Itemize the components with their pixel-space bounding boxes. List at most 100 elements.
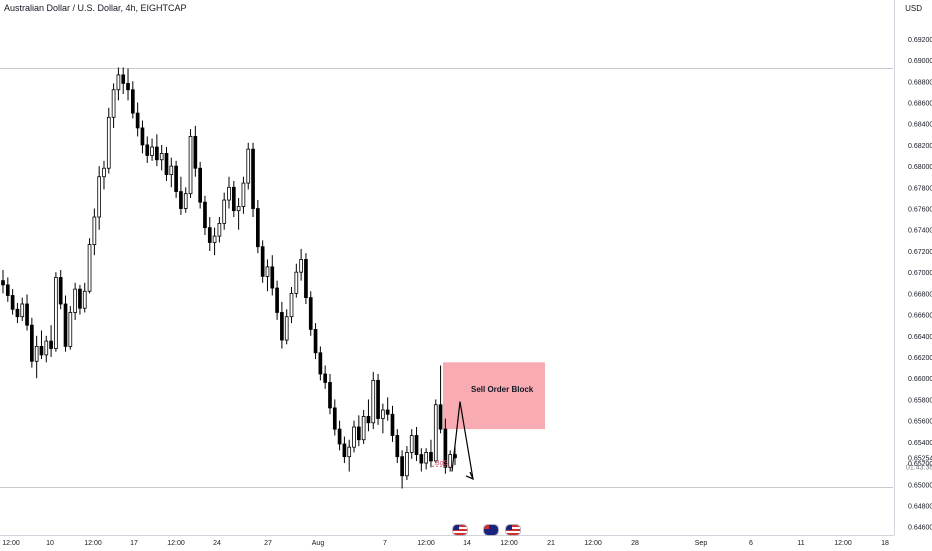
bullish-candle	[371, 379, 376, 424]
bullish-candle	[347, 446, 352, 458]
time-tick-label: 14	[463, 540, 471, 547]
price-tick-label: 0.68800	[908, 79, 932, 86]
bullish-candle	[227, 186, 231, 201]
bullish-candle	[87, 244, 92, 292]
bearish-candle	[328, 382, 332, 409]
bearish-candle	[337, 428, 342, 445]
time-tick-label: 17	[130, 540, 138, 547]
price-tick-label: 0.65200	[908, 461, 932, 468]
price-tick-label: 0.66800	[908, 291, 932, 298]
time-tick-label: 24	[213, 540, 221, 547]
bullish-candle	[68, 312, 73, 347]
bearish-candle	[15, 308, 20, 318]
price-tick-label: 0.66600	[908, 313, 932, 320]
bearish-candle	[49, 340, 53, 349]
bullish-candle	[241, 182, 246, 207]
bullish-candle	[448, 454, 453, 468]
bearish-candle	[376, 379, 380, 419]
price-tick-label: 0.68000	[908, 164, 932, 171]
price-tick-label: 0.68400	[908, 122, 932, 129]
price-tick-label: 0.64600	[908, 525, 932, 532]
bearish-candle	[1, 280, 5, 286]
bullish-candle	[289, 292, 294, 318]
us-flag-icon[interactable]	[452, 524, 468, 536]
bearish-candle	[308, 297, 313, 330]
bearish-candle	[318, 352, 323, 375]
bearish-candle	[313, 329, 318, 354]
bullish-candle	[284, 316, 289, 341]
price-tick-label: 0.69000	[908, 58, 932, 65]
time-tick-label: 21	[547, 540, 555, 547]
bearish-candle	[414, 435, 419, 455]
bearish-candle	[356, 426, 361, 441]
bullish-candle	[265, 266, 270, 277]
price-tick-label: 0.68200	[908, 143, 932, 150]
bearish-candle	[198, 167, 202, 203]
time-tick-label: 12:00	[834, 540, 852, 547]
bearish-candle	[135, 112, 140, 129]
arrow-head	[465, 471, 475, 481]
bullish-candle	[82, 290, 87, 309]
time-tick-label: 12:00	[167, 540, 185, 547]
time-tick-label: 18	[881, 540, 889, 547]
time-tick-label: 12:00	[2, 540, 20, 547]
bearish-candle	[366, 416, 371, 424]
price-axis[interactable]	[894, 0, 932, 535]
bullish-candle	[92, 216, 97, 245]
bearish-candle	[193, 136, 198, 169]
price-tick-label: 0.65000	[908, 482, 932, 489]
current-price-label: 0.65254	[908, 455, 932, 462]
bearish-candle	[438, 404, 443, 430]
time-tick-label: 12:00	[584, 540, 602, 547]
bearish-candle	[390, 413, 395, 436]
bearish-candle	[121, 74, 126, 84]
bullish-candle	[159, 152, 164, 161]
bullish-candle	[106, 116, 111, 169]
time-axis[interactable]	[0, 535, 894, 551]
bullish-candle	[73, 288, 77, 313]
bullish-candle	[188, 136, 193, 195]
price-tick-label: 0.69200	[908, 37, 932, 44]
bullish-candle	[236, 206, 241, 212]
bullish-candle	[102, 167, 106, 178]
sell-order-block-zone	[443, 362, 545, 430]
bullish-candle	[97, 176, 102, 218]
price-tick-label: 0.66400	[908, 334, 932, 341]
price-tick-label: 0.64800	[908, 503, 932, 510]
price-tick-label: 0.66000	[908, 376, 932, 383]
time-tick-label: 6	[749, 540, 753, 547]
price-tick-label: 0.67600	[908, 207, 932, 214]
bearish-candle	[260, 246, 265, 277]
chart-title: Australian Dollar / U.S. Dollar, 4h, EIG…	[4, 3, 187, 13]
bearish-candle	[275, 287, 279, 313]
bullish-candle	[424, 452, 428, 464]
price-tick-label: 0.66200	[908, 355, 932, 362]
bullish-candle	[381, 409, 385, 419]
bullish-candle	[352, 426, 356, 448]
bearish-candle	[130, 89, 135, 114]
bearish-candle	[280, 312, 284, 341]
bullish-candle	[54, 277, 58, 349]
bullish-candle	[111, 89, 116, 118]
au-flag-icon[interactable]	[483, 524, 499, 536]
bearish-candle	[164, 152, 169, 175]
bearish-candle	[174, 165, 178, 192]
bullish-candle	[20, 303, 25, 318]
bearish-candle	[78, 288, 82, 309]
bullish-candle	[34, 346, 39, 362]
currency-label[interactable]: USD	[905, 4, 922, 13]
bullish-candle	[183, 193, 188, 209]
sell-order-block-label: Sell Order Block	[471, 385, 534, 395]
price-tick-label: 0.67400	[908, 228, 932, 235]
us-flag-icon-2[interactable]	[505, 524, 521, 536]
bearish-candle	[342, 443, 347, 458]
bearish-candle	[323, 373, 328, 383]
bearish-candle	[270, 266, 275, 289]
bearish-candle	[385, 409, 390, 415]
bullish-candle	[294, 271, 299, 294]
bullish-candle	[405, 452, 409, 477]
bullish-candle	[246, 148, 251, 184]
time-tick-label: 12:00	[500, 540, 518, 547]
bullish-candle	[299, 259, 303, 273]
